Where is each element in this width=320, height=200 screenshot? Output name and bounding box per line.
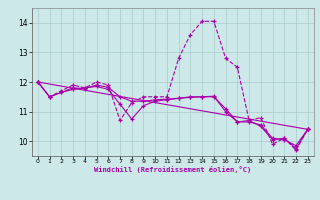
X-axis label: Windchill (Refroidissement éolien,°C): Windchill (Refroidissement éolien,°C) xyxy=(94,166,252,173)
